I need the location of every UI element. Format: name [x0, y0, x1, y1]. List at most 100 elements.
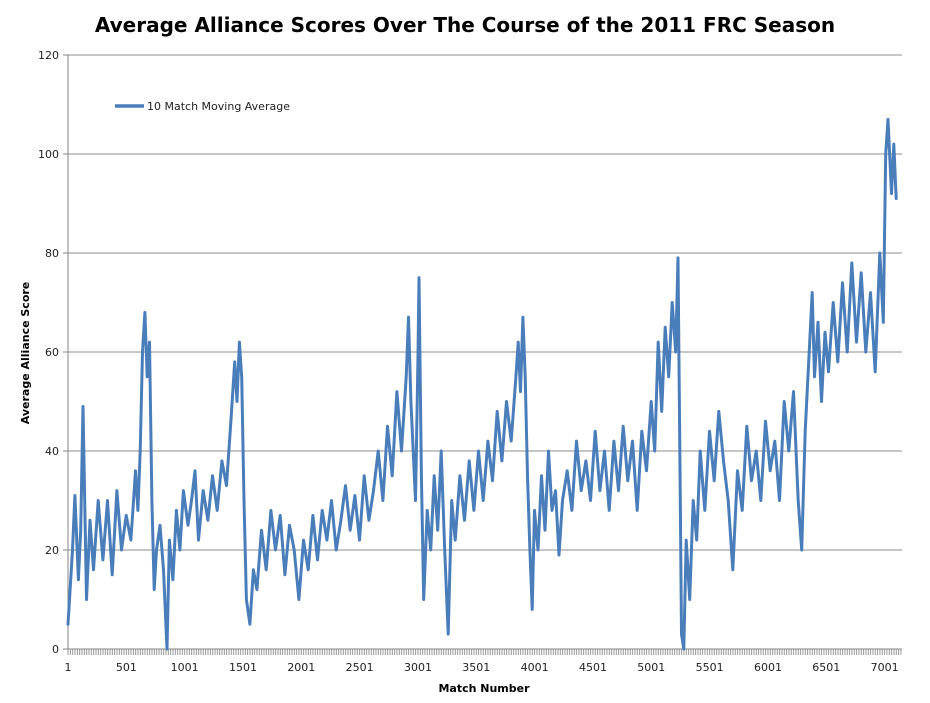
data-point — [755, 450, 757, 452]
data-point — [667, 376, 670, 378]
data-point — [641, 430, 643, 433]
data-point — [447, 633, 450, 635]
data-point — [627, 479, 629, 482]
data-point — [688, 598, 691, 601]
data-point — [144, 311, 146, 314]
data-point — [774, 440, 776, 442]
data-point — [194, 470, 196, 472]
data-point — [685, 539, 687, 541]
data-point — [575, 440, 578, 442]
data-point — [249, 623, 251, 626]
data-point — [540, 475, 543, 477]
x-tick-label: 6501 — [812, 661, 840, 674]
data-point — [544, 529, 546, 531]
data-point — [372, 489, 375, 492]
data-point — [111, 574, 113, 576]
data-point — [116, 489, 118, 492]
data-point — [671, 301, 673, 304]
data-point — [312, 514, 314, 517]
data-point — [358, 539, 361, 541]
data-point — [820, 400, 823, 403]
x-tick-label: 4501 — [579, 661, 607, 674]
data-point — [603, 450, 606, 452]
data-point — [718, 410, 720, 413]
data-point — [77, 578, 80, 581]
data-point — [97, 499, 99, 502]
data-point — [148, 341, 151, 343]
data-point — [79, 529, 82, 531]
data-point — [418, 277, 420, 279]
data-point — [354, 494, 356, 497]
data-point — [85, 598, 88, 601]
chart-title: Average Alliance Scores Over The Course … — [95, 13, 835, 37]
data-point — [679, 499, 682, 502]
data-point — [211, 475, 214, 477]
data-point — [400, 450, 403, 452]
x-tick-label: 2501 — [346, 661, 374, 674]
data-point — [797, 499, 799, 502]
data-point — [288, 524, 291, 527]
data-point — [440, 450, 443, 452]
data-point — [436, 529, 439, 531]
data-point — [298, 598, 300, 601]
data-point — [82, 405, 84, 408]
y-tick-label: 0 — [52, 643, 59, 656]
data-point — [482, 499, 485, 502]
data-point — [330, 499, 333, 502]
data-point — [454, 539, 457, 541]
data-point — [683, 648, 685, 650]
data-point — [71, 549, 74, 551]
data-point — [524, 376, 526, 378]
data-point — [67, 623, 69, 626]
data-point — [238, 341, 241, 343]
data-point — [102, 559, 104, 561]
data-point — [851, 262, 853, 264]
data-point — [882, 321, 885, 324]
data-point — [874, 371, 876, 373]
data-point — [804, 430, 806, 433]
data-point — [558, 554, 560, 556]
data-point — [792, 390, 795, 393]
data-point — [613, 440, 615, 442]
data-point — [554, 489, 557, 492]
data-point — [412, 450, 415, 452]
legend: 10 Match Moving Average — [115, 100, 290, 113]
data-point — [326, 539, 328, 541]
data-point — [340, 519, 342, 522]
data-point — [139, 450, 141, 452]
data-point — [893, 143, 895, 145]
data-point — [463, 519, 466, 522]
data-point — [695, 539, 698, 541]
data-point — [783, 400, 785, 403]
data-point — [233, 361, 236, 363]
data-point — [788, 450, 790, 452]
data-point — [422, 598, 425, 601]
data-point — [769, 470, 771, 472]
data-point — [450, 499, 453, 502]
data-point — [74, 494, 76, 497]
y-tick-label: 60 — [45, 346, 59, 359]
data-point — [817, 321, 819, 324]
data-point — [533, 509, 536, 512]
data-point — [221, 460, 223, 462]
data-point — [414, 499, 417, 502]
data-point — [225, 484, 228, 487]
data-point — [813, 376, 816, 378]
data-point — [551, 509, 553, 512]
data-point — [594, 430, 596, 433]
data-point — [179, 549, 181, 551]
data-point — [265, 569, 268, 571]
data-point — [252, 569, 255, 571]
data-point — [420, 475, 423, 477]
data-point — [410, 400, 412, 403]
data-point — [622, 425, 624, 428]
x-tick-label: 5001 — [637, 661, 665, 674]
data-point — [187, 524, 189, 527]
x-tick-label: 5501 — [696, 661, 724, 674]
data-point — [526, 475, 529, 477]
data-point — [750, 479, 753, 482]
data-point — [443, 549, 446, 551]
data-point — [517, 341, 519, 343]
data-point — [519, 390, 522, 393]
data-point — [391, 475, 394, 477]
